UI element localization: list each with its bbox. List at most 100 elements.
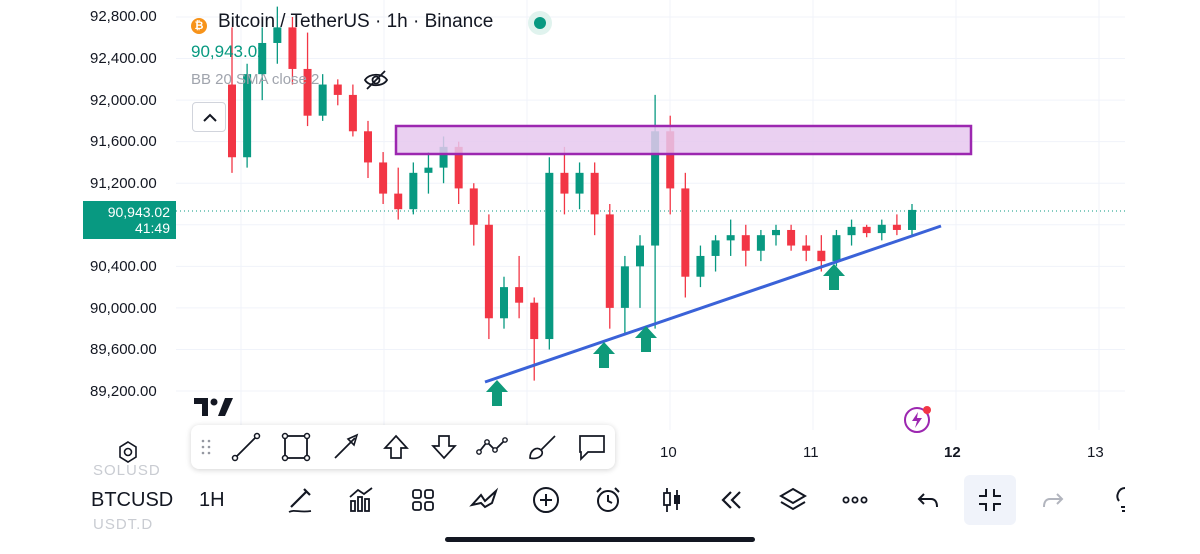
- undo-icon[interactable]: [913, 485, 943, 515]
- y-tick: 91,600.00: [90, 133, 157, 150]
- candles-icon[interactable]: [657, 485, 687, 515]
- candle-body: [454, 146, 463, 189]
- candle-body: [832, 235, 841, 262]
- candle-body: [651, 131, 660, 246]
- candle-body: [228, 84, 236, 158]
- support-arrow-up-icon[interactable]: [635, 326, 657, 352]
- fullscreen-exit-icon: [979, 489, 1001, 511]
- symbol-above[interactable]: SOLUSD: [93, 462, 161, 479]
- candle-body: [666, 131, 675, 189]
- chart-settings-icon[interactable]: [116, 440, 140, 464]
- candle-body: [590, 172, 599, 215]
- support-arrow-up-icon[interactable]: [593, 342, 615, 368]
- alert-icon[interactable]: [593, 485, 623, 515]
- candle-body: [348, 94, 357, 132]
- y-tick: 92,000.00: [90, 92, 157, 109]
- chart-grid: [176, 0, 1125, 430]
- candle-body: [696, 255, 705, 277]
- candle-body: [862, 226, 871, 234]
- y-tick: 90,400.00: [90, 258, 157, 275]
- tradingview-logo-icon[interactable]: [194, 396, 234, 418]
- market-open-status-icon[interactable]: [528, 11, 552, 35]
- y-tick: 91,200.00: [90, 175, 157, 192]
- symbol-title[interactable]: Bitcoin / TetherUS · 1h · Binance: [218, 11, 494, 32]
- collapse-legend-button[interactable]: [192, 102, 226, 132]
- legend-last-price: 90,943.02: [191, 42, 267, 61]
- candle-body: [288, 27, 297, 69]
- indicators-icon[interactable]: [346, 485, 376, 515]
- support-arrow-up-icon[interactable]: [486, 380, 508, 406]
- arrow-mark-up-tool-icon[interactable]: [379, 430, 413, 464]
- templates-icon[interactable]: [469, 485, 499, 515]
- redo-icon[interactable]: [1038, 485, 1068, 515]
- candle-body: [364, 131, 372, 163]
- more-icon[interactable]: [840, 485, 870, 515]
- idea-icon[interactable]: [1110, 485, 1140, 515]
- candle-body: [847, 226, 856, 236]
- indicator-label[interactable]: BB 20 SMA close 2: [191, 71, 320, 88]
- candle-body: [741, 235, 750, 251]
- candle-body: [439, 146, 448, 168]
- draw-icon[interactable]: [285, 485, 315, 515]
- candle-body: [877, 224, 886, 234]
- interval-selector[interactable]: 1H: [199, 489, 225, 511]
- home-indicator: [445, 537, 755, 542]
- fullscreen-exit-button[interactable]: [964, 475, 1016, 525]
- candle-body: [636, 245, 644, 267]
- last-price-tag: 90,943.02 41:49: [83, 201, 176, 239]
- candle-body: [258, 42, 267, 75]
- trend-line-tool-icon[interactable]: [229, 430, 263, 464]
- path-tool-icon[interactable]: [475, 430, 509, 464]
- price-chart[interactable]: [0, 0, 1200, 470]
- add-icon[interactable]: [531, 485, 561, 515]
- candle-body: [409, 172, 418, 210]
- lightning-alert-icon[interactable]: [903, 404, 933, 434]
- candle-body: [772, 229, 780, 236]
- candle-body: [545, 172, 554, 340]
- support-trendline[interactable]: [484, 224, 942, 384]
- support-arrows: [486, 264, 845, 406]
- candle-body: [530, 302, 539, 340]
- eye-off-icon[interactable]: [363, 69, 389, 91]
- candle-body: [908, 209, 916, 230]
- arrow-mark-down-tool-icon[interactable]: [427, 430, 461, 464]
- candle-body: [575, 172, 584, 194]
- replay-icon[interactable]: [717, 485, 747, 515]
- candle-body: [560, 172, 569, 194]
- candle-body: [243, 74, 252, 158]
- candle-body: [787, 229, 796, 246]
- x-tick: 10: [660, 444, 677, 461]
- candle-body: [817, 250, 826, 262]
- brush-tool-icon[interactable]: [525, 430, 559, 464]
- candle-body: [303, 68, 312, 116]
- layers-icon[interactable]: [778, 485, 808, 515]
- y-tick: 89,600.00: [90, 341, 157, 358]
- symbol-below[interactable]: USDT.D: [93, 516, 154, 533]
- chevron-up-icon: [203, 113, 217, 122]
- y-tick: 92,400.00: [90, 50, 157, 67]
- symbol-selector[interactable]: BTCUSD: [91, 489, 174, 511]
- callout-tool-icon[interactable]: [575, 430, 609, 464]
- arrow-tool-icon[interactable]: [329, 430, 363, 464]
- candle-body: [605, 214, 614, 308]
- candle-body: [756, 235, 765, 251]
- rectangle-tool-icon[interactable]: [279, 430, 313, 464]
- candle-body: [515, 287, 524, 303]
- y-tick: 89,200.00: [90, 383, 157, 400]
- y-tick: 92,800.00: [90, 8, 157, 25]
- x-tick: 13: [1087, 444, 1104, 461]
- layouts-icon[interactable]: [408, 485, 438, 515]
- support-arrow-up-icon[interactable]: [823, 264, 845, 290]
- last-price-value: 90,943.02: [107, 204, 170, 220]
- x-tick: 11: [803, 444, 819, 461]
- drawing-toolbar: [191, 425, 615, 469]
- candle-body: [469, 188, 478, 225]
- resistance-zone[interactable]: [394, 124, 973, 156]
- x-tick: 12: [944, 444, 961, 461]
- drag-handle-icon[interactable]: [201, 438, 211, 456]
- bitcoin-logo-icon: ₿: [191, 18, 207, 34]
- candle-body: [681, 188, 690, 277]
- candle-body: [484, 224, 493, 319]
- candle-body: [318, 84, 327, 116]
- candle-body: [333, 84, 342, 95]
